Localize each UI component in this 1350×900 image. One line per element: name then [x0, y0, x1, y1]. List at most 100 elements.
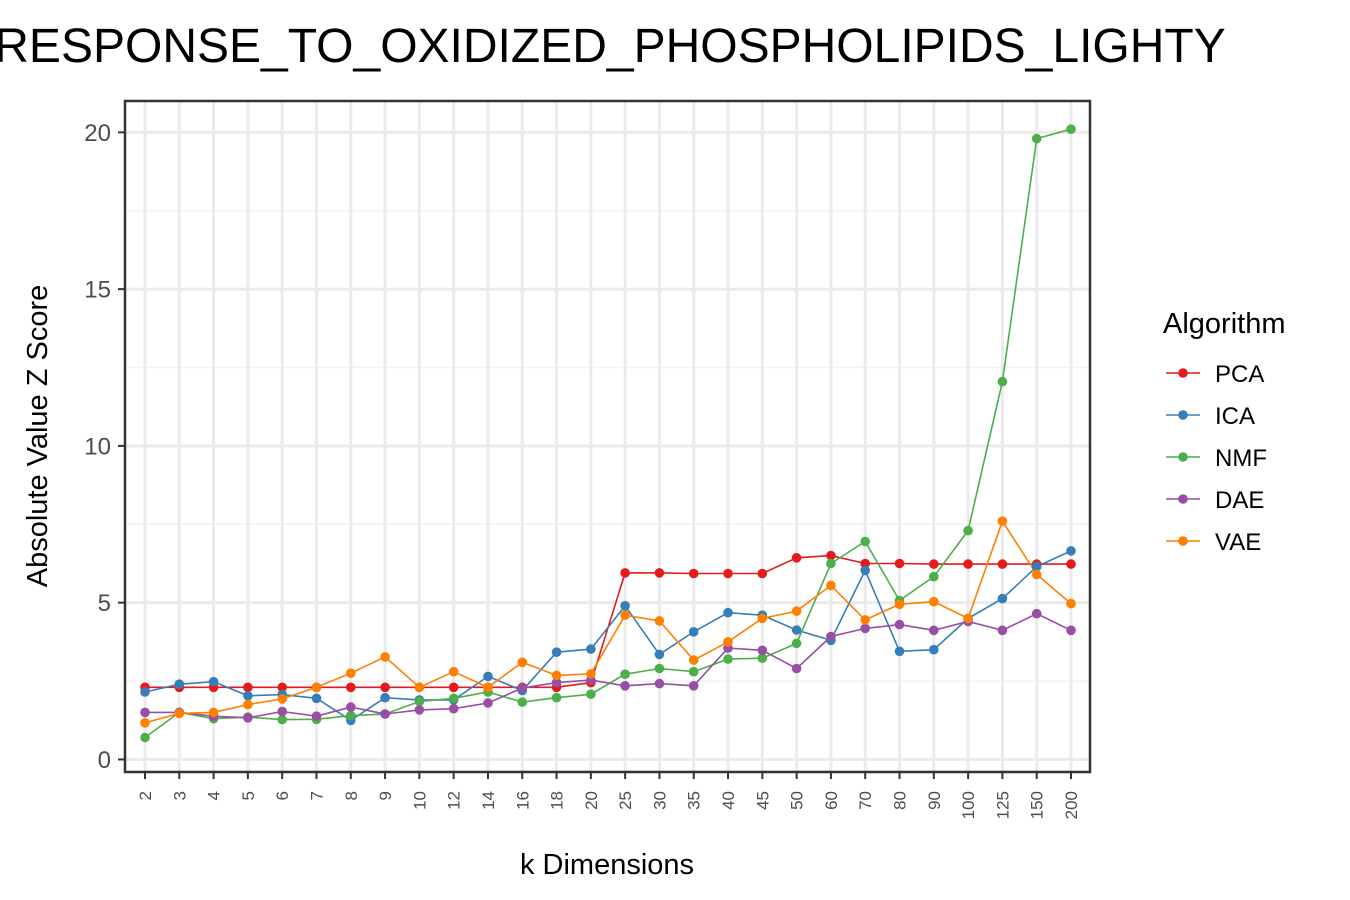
data-point-ica — [688, 627, 699, 637]
data-point-vae — [586, 669, 596, 679]
x-tick-label: 80 — [891, 791, 910, 810]
series-line-ica — [144, 550, 1072, 722]
data-point-pca — [448, 682, 459, 693]
data-point-pca — [654, 568, 665, 578]
y-tick-label: 15 — [84, 277, 111, 304]
data-point-vae — [380, 652, 390, 662]
data-point-vae — [448, 666, 459, 677]
data-point-vae — [688, 655, 699, 665]
data-point-nmf — [620, 669, 630, 679]
x-tick-label: 90 — [925, 791, 944, 810]
data-point-ica — [483, 671, 493, 682]
series-line-nmf — [144, 128, 1072, 739]
data-point-nmf — [346, 710, 356, 721]
x-tick-label: 100 — [959, 791, 978, 819]
legend-key-point — [1178, 452, 1188, 462]
data-point-ica — [380, 692, 390, 703]
x-tick-label: 200 — [1062, 791, 1081, 819]
data-point-vae — [826, 580, 836, 591]
data-point-pca — [860, 558, 870, 569]
data-point-nmf — [414, 696, 425, 707]
data-point-dae — [414, 705, 425, 715]
data-point-pca — [791, 553, 802, 563]
data-point-dae — [277, 706, 288, 717]
data-point-dae — [517, 683, 528, 693]
data-point-ica — [654, 649, 665, 660]
panel-background — [125, 101, 1090, 772]
data-point-vae — [243, 699, 253, 710]
data-point-pca — [929, 559, 939, 569]
x-tick-label: 2 — [136, 791, 155, 800]
data-point-vae — [1066, 598, 1076, 609]
data-point-pca — [757, 568, 768, 579]
legend: Algorithm PCA ICA NMF DAE VAE — [1163, 308, 1286, 556]
data-point-pca — [997, 559, 1008, 569]
data-point-ica — [1066, 546, 1076, 556]
x-tick-label: 150 — [1028, 791, 1047, 819]
data-point-ica — [551, 647, 562, 657]
legend-key-point — [1178, 410, 1188, 420]
data-point-nmf — [997, 376, 1008, 387]
x-tick-label: 35 — [685, 791, 704, 810]
data-point-vae — [654, 616, 665, 626]
series-points — [140, 124, 1076, 743]
data-point-nmf — [688, 666, 699, 677]
data-point-dae — [1031, 608, 1042, 619]
data-point-vae — [208, 707, 219, 718]
data-point-nmf — [963, 525, 973, 536]
x-tick-label: 12 — [445, 791, 464, 810]
data-point-vae — [1031, 569, 1042, 580]
data-point-pca — [723, 568, 733, 579]
data-point-nmf — [791, 638, 802, 649]
data-point-vae — [894, 599, 905, 610]
data-point-ica — [243, 691, 253, 701]
data-point-vae — [860, 615, 870, 625]
x-tick-label: 20 — [582, 791, 601, 810]
data-point-nmf — [1066, 124, 1076, 134]
data-point-pca — [620, 568, 630, 578]
data-point-pca — [346, 682, 356, 693]
y-axis-title: Absolute Value Z Score — [22, 285, 54, 588]
data-point-vae — [346, 668, 356, 678]
legend-label-nmf: NMF — [1215, 445, 1267, 472]
x-tick-label: 16 — [513, 791, 532, 810]
data-point-vae — [414, 682, 425, 693]
data-point-vae — [620, 610, 630, 620]
legend-title: Algorithm — [1163, 308, 1286, 340]
data-point-vae — [791, 606, 802, 616]
data-point-dae — [826, 631, 836, 642]
data-point-dae — [448, 703, 459, 714]
x-tick-label: 45 — [753, 791, 772, 810]
data-point-nmf — [826, 558, 836, 569]
x-tick-label: 10 — [410, 791, 429, 810]
data-point-pca — [243, 682, 253, 693]
data-point-ica — [791, 625, 802, 635]
data-point-nmf — [757, 653, 768, 663]
data-point-dae — [997, 625, 1008, 636]
data-point-ica — [894, 646, 905, 657]
data-point-nmf — [448, 693, 459, 704]
data-point-dae — [688, 681, 699, 691]
legend-key-point — [1178, 536, 1188, 546]
series-line-vae — [144, 519, 1072, 724]
chart-title: RESPONSE_TO_OXIDIZED_PHOSPHOLIPIDS_LIGHT… — [0, 20, 1226, 73]
grid — [125, 101, 1090, 772]
x-tick-label: 60 — [822, 791, 841, 810]
data-point-vae — [723, 637, 733, 647]
data-point-pca — [963, 559, 973, 569]
data-point-dae — [860, 623, 870, 634]
data-point-dae — [654, 678, 665, 689]
data-point-nmf — [517, 697, 528, 707]
x-tick-label: 5 — [239, 791, 258, 800]
data-point-vae — [997, 516, 1008, 526]
series-line-dae — [145, 612, 1072, 719]
data-point-ica — [929, 644, 939, 655]
data-point-ica — [586, 644, 596, 654]
legend-label-dae: DAE — [1215, 487, 1264, 514]
x-tick-label: 125 — [993, 791, 1012, 819]
data-point-vae — [311, 682, 322, 693]
data-point-nmf — [586, 689, 596, 699]
data-point-vae — [929, 596, 939, 607]
